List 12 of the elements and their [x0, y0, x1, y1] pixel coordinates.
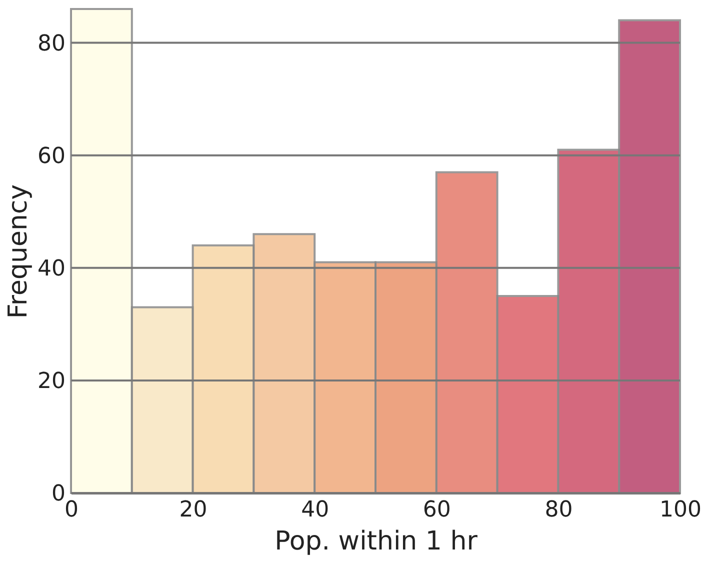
x-tick-label: 100	[660, 498, 702, 522]
x-tick-label: 40	[301, 498, 330, 522]
y-tick-label: 60	[38, 144, 66, 169]
x-tick-label: 80	[544, 498, 573, 522]
x-tick-label: 60	[422, 498, 451, 522]
y-tick-label: 40	[38, 256, 66, 282]
x-axis-title: Pop. within 1 hr	[274, 526, 478, 556]
y-tick-label: 80	[38, 31, 66, 56]
x-tick-label: 20	[179, 498, 208, 522]
y-tick-label: 20	[38, 368, 66, 394]
y-tick-label: 0	[52, 482, 66, 506]
y-axis-title: Frequency	[4, 184, 34, 319]
